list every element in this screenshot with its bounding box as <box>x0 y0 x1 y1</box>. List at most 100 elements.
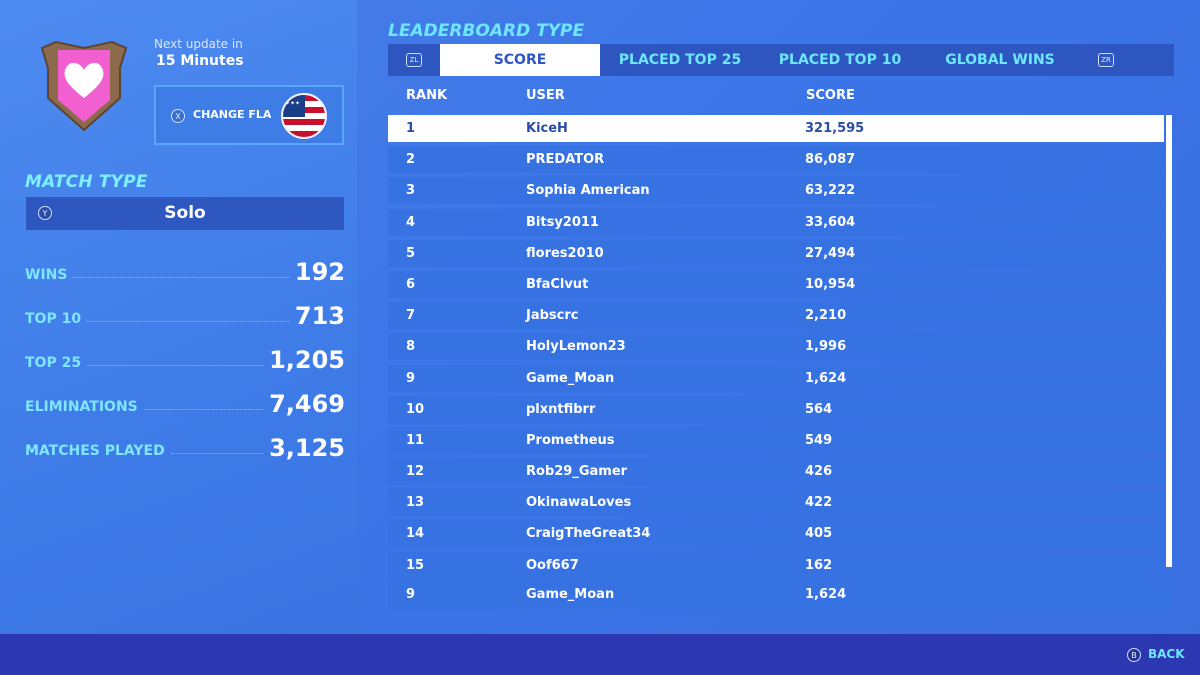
row-rank: 13 <box>406 495 425 511</box>
row-score: 1,996 <box>805 339 847 355</box>
table-row[interactable]: 11 Prometheus 549 <box>388 426 1164 454</box>
row-rank: 10 <box>406 401 425 417</box>
footer-bar: B BACK <box>0 634 1200 675</box>
stat-value: 713 <box>294 302 345 330</box>
row-rank: 5 <box>406 245 416 261</box>
stat-matches-played: MATCHES PLAYED 3,125 <box>25 432 345 462</box>
leaderboard-scrollbar[interactable] <box>1166 115 1172 567</box>
row-user: Bitsy2011 <box>526 214 599 230</box>
match-type-select[interactable]: Y Solo <box>26 197 344 230</box>
row-user: KiceH <box>526 121 568 136</box>
leaderboard-type-heading: LEADERBOARD TYPE <box>388 21 585 41</box>
row-user: BfaClvut <box>526 276 589 292</box>
row-user: Jabscrc <box>526 308 579 324</box>
table-row[interactable]: 9 Game_Moan 1,624 <box>388 364 1164 392</box>
left-panel: Next update in 15 Minutes X CHANGE FLAG … <box>0 0 357 634</box>
y-button-icon: Y <box>38 206 52 220</box>
row-rank: 9 <box>406 370 416 386</box>
row-user: flores2010 <box>526 245 604 261</box>
row-rank: 7 <box>406 308 416 324</box>
row-user: CraigTheGreat34 <box>526 526 651 542</box>
stat-label: WINS <box>25 267 68 283</box>
row-score: 549 <box>805 432 833 448</box>
stat-value: 1,205 <box>269 346 345 374</box>
table-row[interactable]: 3 Sophia American 63,222 <box>388 177 1164 205</box>
stat-label: MATCHES PLAYED <box>25 443 165 459</box>
table-row[interactable]: 2 PREDATOR 86,087 <box>388 146 1164 174</box>
row-user: Oof667 <box>526 557 579 573</box>
tab-placed-top-10[interactable]: PLACED TOP 10 <box>778 52 902 68</box>
table-row[interactable]: 4 Bitsy2011 33,604 <box>388 208 1164 236</box>
row-rank: 1 <box>406 121 416 136</box>
stat-value: 3,125 <box>269 434 345 462</box>
leaderboard-tabs: ZL SCORE PLACED TOP 25 PLACED TOP 10 GLO… <box>388 44 1174 76</box>
tab-placed-top-25[interactable]: PLACED TOP 25 <box>618 52 742 68</box>
b-button-icon: B <box>1127 648 1141 662</box>
row-user: OkinawaLoves <box>526 495 632 511</box>
change-flag-label: CHANGE FLAG <box>193 108 271 121</box>
table-row[interactable]: 15 Oof667 162 <box>388 551 1164 579</box>
row-rank: 15 <box>406 557 425 573</box>
table-row[interactable]: 1 KiceH 321,595 <box>388 115 1164 142</box>
flag-canton <box>283 95 305 117</box>
stat-label: TOP 25 <box>25 355 82 371</box>
next-update-value: 15 Minutes <box>156 53 244 69</box>
tab-next-trigger[interactable]: ZR <box>1080 44 1132 76</box>
match-type-value: Solo <box>164 203 206 223</box>
table-row[interactable]: 13 OkinawaLoves 422 <box>388 489 1164 517</box>
zr-trigger-icon: ZR <box>1098 53 1114 67</box>
row-score: 27,494 <box>805 245 856 261</box>
stat-label: TOP 10 <box>25 311 82 327</box>
next-update-label: Next update in <box>154 37 243 51</box>
table-row[interactable]: 12 Rob29_Gamer 426 <box>388 458 1164 486</box>
row-score: 321,595 <box>805 121 865 136</box>
row-rank: 4 <box>406 214 416 230</box>
row-score: 426 <box>805 464 833 480</box>
table-row[interactable]: 5 flores2010 27,494 <box>388 239 1164 267</box>
table-row[interactable]: 7 Jabscrc 2,210 <box>388 302 1164 330</box>
table-header: RANK USER SCORE <box>406 88 1166 106</box>
column-header-rank: RANK <box>406 88 448 103</box>
row-user: Prometheus <box>526 432 615 448</box>
match-type-heading: MATCH TYPE <box>25 172 148 192</box>
row-score: 422 <box>805 495 833 511</box>
stat-wins: WINS 192 <box>25 256 345 286</box>
row-score: 86,087 <box>805 152 856 168</box>
stat-value: 7,469 <box>269 390 345 418</box>
stat-top-10: TOP 10 713 <box>25 300 345 330</box>
stat-top-25: TOP 25 1,205 <box>25 344 345 374</box>
player-pinned-row[interactable]: 9 Game_Moan 1,624 <box>388 580 1172 610</box>
table-row[interactable]: 8 HolyLemon23 1,996 <box>388 333 1164 361</box>
stat-label: ELIMINATIONS <box>25 399 138 415</box>
row-user: Rob29_Gamer <box>526 464 628 480</box>
tab-global-wins[interactable]: GLOBAL WINS <box>945 52 1055 68</box>
stat-dots <box>87 321 289 322</box>
row-score: 10,954 <box>805 276 856 292</box>
row-score: 2,210 <box>805 308 847 324</box>
stat-dots <box>143 409 264 410</box>
x-button-icon: X <box>171 109 185 123</box>
tab-score[interactable]: SCORE <box>440 44 600 76</box>
table-row[interactable]: 6 BfaClvut 10,954 <box>388 270 1164 298</box>
row-rank: 12 <box>406 464 425 480</box>
row-user: HolyLemon23 <box>526 339 626 355</box>
stat-eliminations: ELIMINATIONS 7,469 <box>25 388 345 418</box>
table-row[interactable]: 10 plxntfibrr 564 <box>388 395 1164 423</box>
leaderboard-rows: 1 KiceH 321,595 2 PREDATOR 86,087 3 Soph… <box>388 115 1164 583</box>
heart-banner-crest-icon <box>40 40 128 132</box>
row-rank: 8 <box>406 339 416 355</box>
stat-dots <box>170 453 264 454</box>
tab-prev-trigger[interactable]: ZL <box>388 44 440 76</box>
row-user: Sophia American <box>526 183 650 199</box>
row-score: 33,604 <box>805 214 856 230</box>
change-flag-button[interactable]: X CHANGE FLAG <box>154 85 344 145</box>
table-row[interactable]: 14 CraigTheGreat34 405 <box>388 520 1164 548</box>
column-header-user: USER <box>526 88 565 103</box>
row-score: 1,624 <box>805 587 847 602</box>
column-header-score: SCORE <box>806 88 855 103</box>
row-rank: 11 <box>406 432 425 448</box>
zl-trigger-icon: ZL <box>406 53 422 67</box>
row-user: plxntfibrr <box>526 401 596 417</box>
row-score: 1,624 <box>805 370 847 386</box>
back-button[interactable]: BACK <box>1148 647 1185 661</box>
